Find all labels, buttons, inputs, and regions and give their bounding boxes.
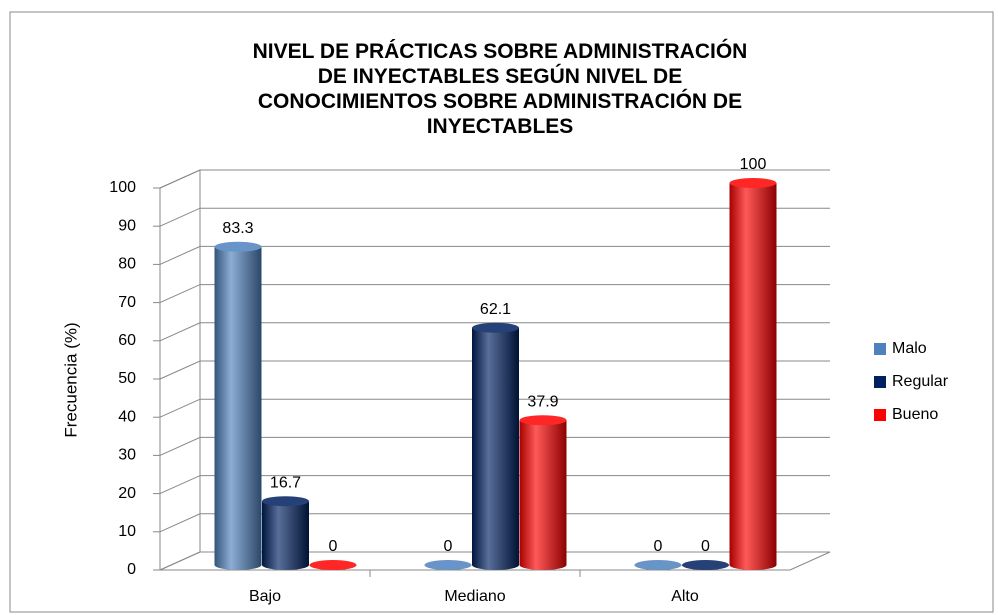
bar [519, 415, 567, 570]
data-label: 62.1 [480, 301, 511, 318]
data-label: 16.7 [270, 474, 301, 491]
grid-line [159, 551, 830, 571]
bar-body [214, 246, 262, 570]
chart-title: NIVEL DE PRÁCTICAS SOBRE ADMINISTRACIÓN D… [253, 39, 748, 138]
bar [309, 560, 357, 570]
data-label: 100 [740, 156, 767, 173]
bar-body [472, 327, 519, 570]
y-tick-label: 100 [109, 179, 136, 196]
x-tick-label: Mediano [444, 588, 505, 605]
y-axis-label: Frecuencia (%) [61, 322, 80, 437]
legend-swatch [874, 376, 886, 388]
grid-line [159, 398, 830, 418]
bar [682, 560, 729, 570]
grid-line [159, 207, 830, 227]
bar-top [682, 560, 729, 570]
bar-top [519, 415, 567, 426]
y-tick-label: 30 [118, 447, 136, 464]
bar-top [309, 560, 357, 570]
y-tick-label: 50 [118, 370, 136, 387]
grid-line [159, 360, 830, 380]
data-label: 0 [444, 538, 453, 555]
x-tick-label: Bajo [249, 588, 281, 605]
bar-body [262, 501, 309, 570]
bar [729, 178, 777, 570]
y-tick-label: 60 [118, 332, 136, 349]
y-tick-label: 90 [118, 217, 136, 234]
grid-line [159, 513, 830, 533]
legend-label: Bueno [892, 406, 938, 423]
grid-line [159, 284, 830, 304]
bar-top [424, 560, 472, 570]
y-tick-label: 20 [118, 485, 136, 502]
bar-body [519, 420, 567, 570]
y-tick-label: 70 [118, 294, 136, 311]
legend-swatch [874, 343, 886, 355]
data-label: 0 [329, 538, 338, 555]
bar [634, 560, 682, 570]
bar [424, 560, 472, 570]
bar-body [729, 183, 777, 570]
data-label: 83.3 [222, 220, 253, 237]
bar-top [634, 560, 682, 570]
data-label: 37.9 [527, 393, 558, 410]
y-tick-label: 0 [127, 561, 136, 578]
x-tick-label: Alto [671, 588, 699, 605]
bar [472, 322, 519, 570]
bar-top [262, 496, 309, 507]
bar [214, 241, 262, 570]
bar-top [214, 241, 262, 252]
grid-line [159, 169, 830, 189]
grid-line [159, 475, 830, 495]
y-tick-label: 10 [118, 523, 136, 540]
data-label: 0 [654, 538, 663, 555]
data-label: 0 [701, 538, 710, 555]
y-tick-label: 80 [118, 256, 136, 273]
legend-swatch [874, 409, 886, 421]
bar-top [729, 178, 777, 188]
bar-top [472, 322, 519, 333]
legend-label: Malo [892, 340, 927, 357]
bar [262, 496, 309, 570]
y-tick-label: 40 [118, 408, 136, 425]
grid-line [159, 245, 830, 265]
grid-line [159, 436, 830, 456]
legend-label: Regular [892, 373, 949, 390]
grid-line [159, 322, 830, 342]
